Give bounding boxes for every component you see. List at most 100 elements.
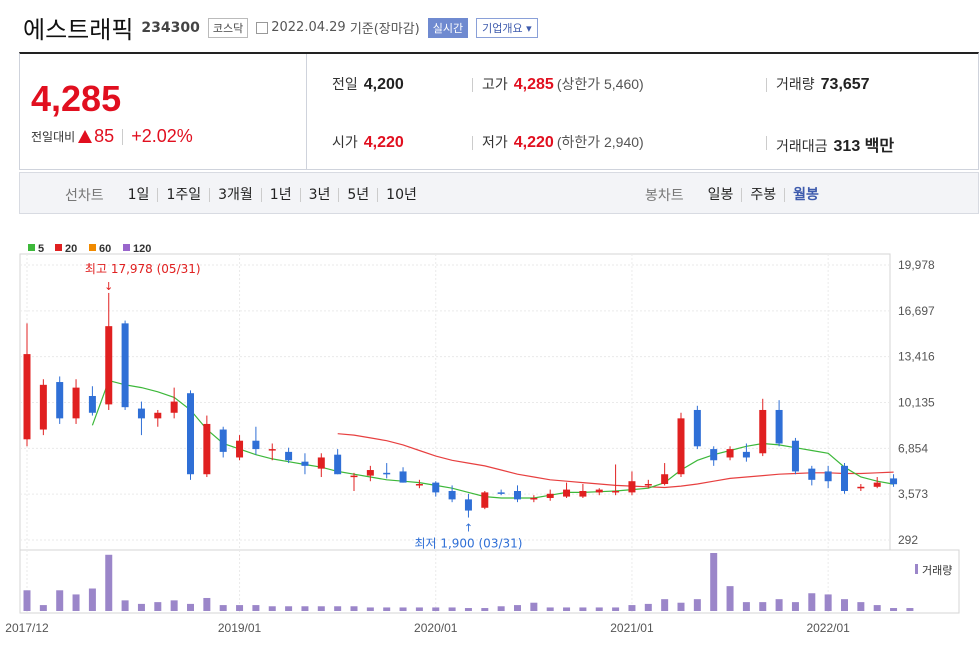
volume-bar xyxy=(661,599,669,611)
volume-bar xyxy=(317,606,325,611)
candle-body xyxy=(350,475,358,478)
tab-10-year[interactable]: 10년 xyxy=(386,187,417,203)
volume-bar xyxy=(857,602,865,611)
volume-bar xyxy=(514,605,521,611)
volume-bar xyxy=(759,602,767,611)
x-tick-label: 2022/01 xyxy=(806,621,850,635)
candle-body xyxy=(415,484,423,486)
volume-bar xyxy=(873,605,881,611)
candle-body xyxy=(170,401,178,413)
change-label: 전일대비 xyxy=(31,130,76,144)
candle-body xyxy=(824,471,832,482)
price-change: 전일대비 85 +2.02% xyxy=(31,126,193,147)
open-value: 4,220 xyxy=(363,134,404,151)
tab-weekly[interactable]: 주봉 xyxy=(742,188,786,202)
quote-summary: 4,285 전일대비 85 +2.02% 전일 4,200 고가 4,285 (상한가… xyxy=(19,52,979,170)
volume-bar xyxy=(366,607,374,611)
candle-body xyxy=(187,393,194,475)
chevron-down-icon: ▾ xyxy=(526,21,532,35)
volume-bar xyxy=(203,597,211,611)
candle-body xyxy=(742,451,750,458)
candle-body xyxy=(137,408,145,419)
candle-body xyxy=(252,440,260,450)
candle-body xyxy=(448,490,456,500)
candle-body xyxy=(366,470,374,476)
candle-body xyxy=(23,354,31,440)
y-tick-label: 3,573 xyxy=(898,487,928,501)
candle-body xyxy=(203,423,211,475)
tab-3-year[interactable]: 3년 xyxy=(301,188,340,202)
volume-bar xyxy=(563,607,571,611)
candle-body xyxy=(481,492,489,508)
volume-value: 73,657 xyxy=(820,76,870,93)
volume-plot-frame xyxy=(19,549,960,614)
legend-label: 20 xyxy=(65,243,77,255)
volume-bar xyxy=(219,605,227,611)
volume-bar xyxy=(644,603,652,611)
divider xyxy=(472,136,473,150)
tab-1-week[interactable]: 1주일 xyxy=(158,188,211,202)
volume-bar xyxy=(841,599,848,611)
y-tick-label: 19,978 xyxy=(898,258,935,272)
volume-bar xyxy=(906,608,914,611)
trade-value: 거래대금 313 백만 xyxy=(776,132,894,156)
volume-bar xyxy=(612,607,620,611)
realtime-button[interactable]: 실시간 xyxy=(427,17,469,38)
y-tick-label: 292 xyxy=(898,533,918,547)
candle-body xyxy=(39,384,47,430)
volume-bar xyxy=(824,594,832,611)
volume-bar xyxy=(72,594,80,611)
volume-bar xyxy=(88,588,96,611)
chart-period-tabs: 선차트 1일 1주일 3개월 1년 3년 5년 10년 봉차트 일봉 주봉 월봉 xyxy=(19,172,979,214)
divider xyxy=(472,78,473,92)
candle-body xyxy=(661,474,669,485)
candle-body xyxy=(105,326,113,405)
volume-bar xyxy=(432,607,440,611)
volume-bar xyxy=(530,602,538,611)
candle-body xyxy=(497,492,505,494)
x-tick-label: 2019/01 xyxy=(218,621,262,635)
tab-5-year[interactable]: 5년 xyxy=(339,188,379,202)
volume-bar xyxy=(170,600,178,611)
line-chart-label: 선차트 xyxy=(65,188,104,204)
volume-bar xyxy=(415,607,423,611)
tab-daily[interactable]: 일봉 xyxy=(700,188,743,202)
tab-3-month[interactable]: 3개월 xyxy=(210,188,262,202)
volume-bar xyxy=(399,607,407,611)
volume-bar xyxy=(710,553,718,611)
calendar-icon xyxy=(256,21,269,34)
candle-body xyxy=(628,481,636,493)
candle-body xyxy=(236,440,244,458)
candle-body xyxy=(464,499,472,511)
price-panel: 4,285 전일대비 85 +2.02% xyxy=(20,54,307,170)
volume-label: 거래량 xyxy=(776,76,815,92)
tab-1-day[interactable]: 1일 xyxy=(120,188,159,202)
candle-body xyxy=(791,440,799,472)
volume-bar xyxy=(285,606,293,611)
open-price: 시가 4,220 xyxy=(332,132,404,152)
tab-1-year[interactable]: 1년 xyxy=(262,188,301,202)
tab-monthly[interactable]: 월봉 xyxy=(793,187,819,203)
candle-body xyxy=(317,457,325,469)
divider xyxy=(122,128,124,145)
volume-bar xyxy=(383,607,391,611)
volume-bar xyxy=(595,607,603,611)
candle-body xyxy=(726,449,734,458)
change-amount: 85 xyxy=(94,126,115,146)
legend-swatch xyxy=(123,244,130,251)
candle-body xyxy=(612,490,620,493)
company-overview-dropdown[interactable]: 기업개요 ▾ xyxy=(476,17,538,38)
quote-basis: 기준(장마감) xyxy=(349,22,420,37)
divider xyxy=(766,136,767,150)
volume-bar xyxy=(23,590,31,611)
volume-bar xyxy=(187,603,194,611)
max-price-annotation: 최고 17,978 (05/31) xyxy=(85,262,201,276)
candle-body xyxy=(595,489,603,493)
down-arrow-icon: ↓ xyxy=(104,280,113,293)
low-price: 저가 4,220 (하한가 2,940) xyxy=(482,132,644,152)
volume-bar xyxy=(742,602,750,611)
x-tick-label: 2021/01 xyxy=(610,621,654,635)
volume-bar xyxy=(481,608,489,611)
candle-body xyxy=(693,409,701,447)
